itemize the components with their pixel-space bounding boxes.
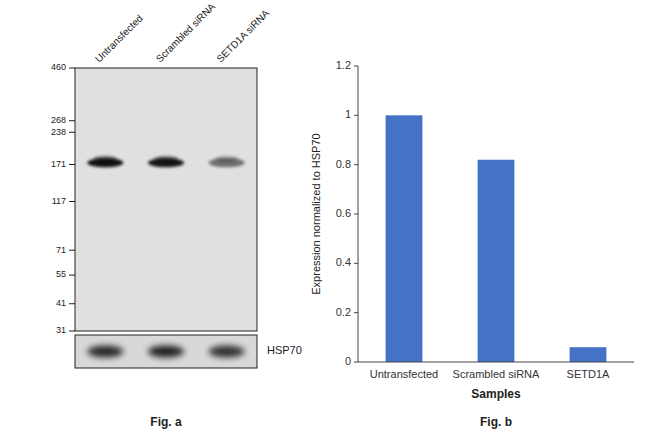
hsp-band	[148, 346, 184, 358]
hsp-frame	[75, 335, 257, 368]
mw-label: 71	[56, 245, 66, 255]
mw-tick	[69, 303, 75, 304]
y-tick	[354, 115, 358, 116]
y-tick-label: 0.8	[336, 158, 351, 170]
blot-frame	[75, 68, 257, 331]
bands	[87, 156, 244, 168]
y-tick-label: 0.2	[336, 306, 351, 318]
mw-tick	[69, 250, 75, 251]
y-tick-label: 0	[345, 355, 351, 367]
mw-label: 171	[51, 159, 66, 169]
y-tick-label: 0.4	[336, 256, 351, 268]
mw-tick	[69, 331, 75, 332]
band	[209, 158, 245, 167]
hsp-band	[87, 346, 123, 358]
y-tick	[354, 66, 358, 67]
mw-tick	[69, 275, 75, 276]
hsp-band	[209, 346, 245, 358]
mw-label: 117	[52, 196, 66, 206]
mw-tick	[69, 120, 75, 121]
mw-tick	[69, 132, 75, 133]
band	[87, 158, 123, 167]
y-axis-label: Expression normalized to HSP70	[310, 133, 322, 294]
lane-label: Scrambled siRNA	[154, 1, 218, 65]
mw-tick	[69, 201, 75, 202]
x-tick-label: Untransfected	[370, 368, 438, 380]
y-tick	[354, 214, 358, 215]
blot-panel: 460 268 238 171 117 71 55 41 31 UntransfectedScra…	[51, 1, 302, 429]
figure: 46026823817111771554131UntransfectedScra…	[0, 0, 650, 438]
panel-label: Fig. b	[480, 415, 512, 429]
bars	[386, 115, 607, 362]
mw-label: 41	[56, 298, 66, 308]
hsp-bands	[87, 346, 244, 358]
hsp-label: HSP70	[267, 344, 302, 356]
mw-label: 238	[51, 127, 66, 137]
mw-tick	[69, 164, 75, 165]
y-tick	[354, 263, 358, 264]
y-tick-label: 1.2	[336, 59, 351, 71]
y-tick	[354, 362, 358, 363]
x-axis-line	[358, 362, 634, 363]
x-axis-label: Samples	[471, 387, 521, 401]
lane-label: SETD1A siRNA	[214, 7, 271, 64]
bar-panel: 0 0.2 0.4 0.6 0.8 1 1.2 Untransfected Scrambled …	[310, 59, 634, 429]
bar	[386, 115, 423, 362]
y-tick-label: 1	[345, 108, 351, 120]
mw-label: 31	[56, 325, 66, 335]
mw-label: 268	[51, 115, 66, 125]
y-tick-label: 0.6	[336, 207, 351, 219]
lane-label: Untransfected	[93, 13, 145, 65]
x-tick-label: Scrambled siRNA	[453, 368, 540, 380]
mw-label: 55	[56, 269, 66, 279]
bar	[478, 160, 515, 362]
band	[148, 158, 184, 167]
y-tick	[354, 164, 358, 165]
x-tick-label: SETD1A	[567, 368, 610, 380]
mw-label: 460	[51, 62, 66, 72]
mw-tick	[69, 68, 75, 69]
y-tick	[354, 312, 358, 313]
panel-label: Fig. a	[150, 415, 182, 429]
bar	[570, 347, 607, 362]
